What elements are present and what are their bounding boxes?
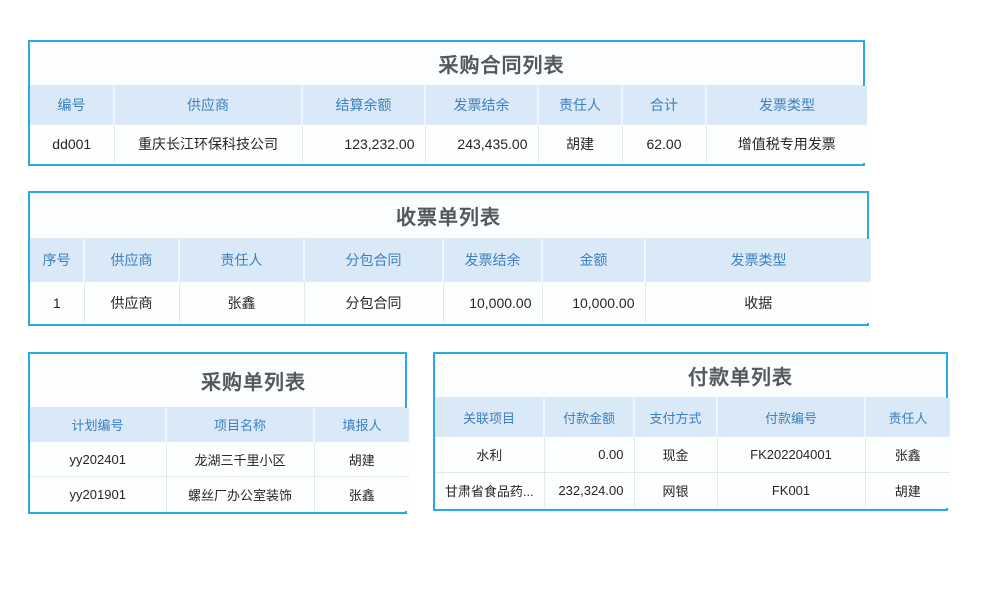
table-row: 1 供应商 张鑫 分包合同 10,000.00 10,000.00 收据 [30,281,871,323]
table-cell: 龙湖三千里小区 [166,441,315,477]
payment-grid: 关联项目 付款金额 支付方式 付款编号 责任人 水利 0.00 现金 FK202… [435,398,950,508]
table-cell: 10,000.00 [443,281,543,323]
table-cell: 张鑫 [314,476,409,511]
column-header: 发票类型 [645,239,871,282]
column-header: 序号 [30,239,85,282]
header-row: 计划编号 项目名称 填报人 [30,408,409,442]
table-cell: 张鑫 [865,436,950,473]
table-cell: FK202204001 [717,436,866,473]
header-row: 编号 供应商 结算余额 发票结余 责任人 合计 发票类型 [30,86,867,125]
column-header: 发票结余 [425,86,539,125]
header-row: 关联项目 付款金额 支付方式 付款编号 责任人 [435,398,950,437]
column-header: 计划编号 [30,408,167,442]
column-header: 分包合同 [304,239,444,282]
column-header: 填报人 [314,408,409,442]
column-header: 结算余额 [302,86,426,125]
table-cell: 胡建 [865,472,950,508]
table-title: 付款单列表 [435,354,946,398]
column-header: 关联项目 [435,398,545,437]
table-cell: 分包合同 [304,281,444,323]
table-row: yy202401 龙湖三千里小区 胡建 [30,441,409,477]
table-cell: 增值税专用发票 [706,124,867,163]
receipt-grid: 序号 供应商 责任人 分包合同 发票结余 金额 发票类型 1 供应商 张鑫 分包… [30,239,871,323]
table-cell: 螺丝厂办公室装饰 [166,476,315,511]
table-cell: 张鑫 [179,281,305,323]
receipt-table: 收票单列表 序号 供应商 责任人 分包合同 发票结余 金额 发票类型 [28,191,871,326]
table-cell: 0.00 [544,436,635,473]
column-header: 支付方式 [634,398,718,437]
table-cell: yy201901 [30,476,167,511]
table-cell: 网银 [634,472,718,508]
table-cell: dd001 [30,124,115,163]
column-header: 发票结余 [443,239,543,282]
table-cell: 1 [30,281,85,323]
table-cell: yy202401 [30,441,167,477]
table-title: 收票单列表 [30,193,867,239]
table-row: 甘肃省食品药... 232,324.00 网银 FK001 胡建 [435,472,950,508]
table-cell: 重庆长江环保科技公司 [114,124,303,163]
table-row: yy201901 螺丝厂办公室装饰 张鑫 [30,476,409,511]
table-cell: 供应商 [84,281,180,323]
column-header: 合计 [622,86,707,125]
table-title: 采购合同列表 [30,42,863,86]
table-title: 采购单列表 [30,354,405,408]
table-cell: 现金 [634,436,718,473]
column-header: 责任人 [538,86,623,125]
column-header: 编号 [30,86,115,125]
table-cell: 胡建 [314,441,409,477]
column-header: 付款编号 [717,398,866,437]
column-header: 付款金额 [544,398,635,437]
purchase-order-grid: 计划编号 项目名称 填报人 yy202401 龙湖三千里小区 胡建 yy2019… [30,408,409,511]
column-header: 责任人 [865,398,950,437]
purchase-contract-grid: 编号 供应商 结算余额 发票结余 责任人 合计 发票类型 dd001 重庆长江环… [30,86,867,163]
table-cell: 243,435.00 [425,124,539,163]
column-header: 发票类型 [706,86,867,125]
payment-table: 付款单列表 关联项目 付款金额 支付方式 付款编号 责任人 水利 0.00 [433,352,950,511]
column-header: 责任人 [179,239,305,282]
table-cell: 收据 [645,281,871,323]
column-header: 供应商 [114,86,303,125]
table-cell: 甘肃省食品药... [435,472,545,508]
column-header: 项目名称 [166,408,315,442]
table-cell: 水利 [435,436,545,473]
purchase-order-table: 采购单列表 计划编号 项目名称 填报人 yy202401 龙湖三千里小区 胡建 [28,352,409,514]
table-cell: FK001 [717,472,866,508]
table-cell: 123,232.00 [302,124,426,163]
table-cell: 10,000.00 [542,281,646,323]
header-row: 序号 供应商 责任人 分包合同 发票结余 金额 发票类型 [30,239,871,282]
table-cell: 232,324.00 [544,472,635,508]
purchase-contract-table: 采购合同列表 编号 供应商 结算余额 发票结余 责任人 合计 发票类型 [28,40,867,166]
table-cell: 62.00 [622,124,707,163]
table-cell: 胡建 [538,124,623,163]
column-header: 金额 [542,239,646,282]
column-header: 供应商 [84,239,180,282]
table-row: 水利 0.00 现金 FK202204001 张鑫 [435,436,950,473]
table-row: dd001 重庆长江环保科技公司 123,232.00 243,435.00 胡… [30,124,867,163]
